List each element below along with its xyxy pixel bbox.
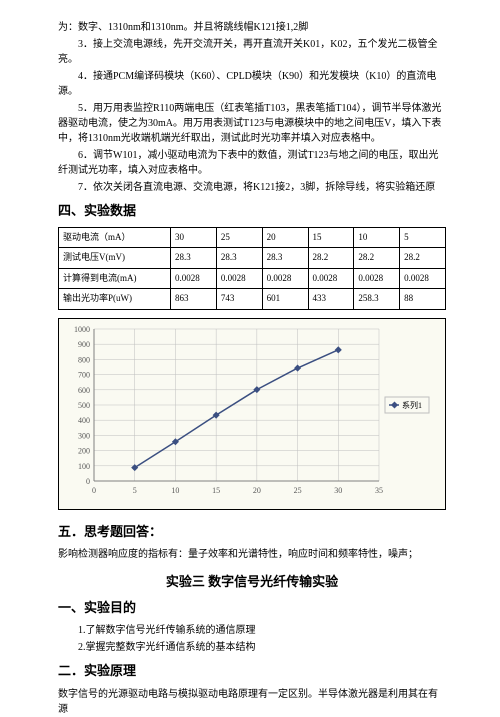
cell: 10 bbox=[354, 227, 400, 248]
cell: 0.0028 bbox=[354, 268, 400, 289]
svg-text:700: 700 bbox=[78, 370, 90, 379]
data-table: 驱动电流（mA） 30 25 20 15 10 5 测试电压V(mV) 28.3… bbox=[58, 227, 446, 310]
cell: 0.0028 bbox=[400, 268, 446, 289]
intro-line: 7．依次关闭各直流电源、交流电源，将K121接2，3脚，拆除导线，将实验箱还原 bbox=[58, 180, 446, 195]
svg-text:系列1: 系列1 bbox=[402, 400, 422, 410]
cell: 25 bbox=[216, 227, 262, 248]
cell: 743 bbox=[216, 289, 262, 310]
svg-text:100: 100 bbox=[78, 461, 90, 470]
svg-text:0: 0 bbox=[92, 486, 96, 495]
section5-text: 影响检测器响应度的指标有：量子效率和光谱特性，响应时间和频率特性，噪声； bbox=[58, 547, 446, 562]
svg-text:5: 5 bbox=[133, 486, 137, 495]
cell: 433 bbox=[308, 289, 354, 310]
section5-title: 五．思考题回答： bbox=[58, 522, 446, 542]
cell: 15 bbox=[308, 227, 354, 248]
svg-text:1000: 1000 bbox=[74, 325, 90, 334]
cell: 88 bbox=[400, 289, 446, 310]
cell: 计算得到电流(mA) bbox=[59, 268, 171, 289]
intro-line: 5．用万用表监控R110两端电压（红表笔插T103，黑表笔插T104），调节半导… bbox=[58, 101, 446, 146]
svg-text:800: 800 bbox=[78, 355, 90, 364]
intro-line: 4．接通PCM编译码模块（K60）、CPLD模块（K90）和光发模块（K10）的… bbox=[58, 69, 446, 99]
cell: 863 bbox=[171, 289, 217, 310]
cell: 28.2 bbox=[308, 248, 354, 269]
table-row: 测试电压V(mV) 28.3 28.3 28.3 28.2 28.2 28.2 bbox=[59, 248, 446, 269]
svg-text:35: 35 bbox=[375, 486, 383, 495]
cell: 601 bbox=[262, 289, 308, 310]
cell: 28.2 bbox=[400, 248, 446, 269]
cell: 0.0028 bbox=[262, 268, 308, 289]
svg-text:300: 300 bbox=[78, 431, 90, 440]
purpose-title: 一、实验目的 bbox=[58, 598, 446, 618]
intro-line: 6．调节W101，减小驱动电流为下表中的数值，测试T123与地之间的电压，取出光… bbox=[58, 148, 446, 178]
svg-text:10: 10 bbox=[171, 486, 179, 495]
cell: 28.2 bbox=[354, 248, 400, 269]
cell: 30 bbox=[171, 227, 217, 248]
cell: 0.0028 bbox=[308, 268, 354, 289]
svg-text:200: 200 bbox=[78, 446, 90, 455]
intro-line: 3．接上交流电源线，先开交流开关，再开直流开关K01，K02，五个发光二极管全亮… bbox=[58, 37, 446, 67]
cell: 0.0028 bbox=[171, 268, 217, 289]
chart-svg: 0 100 200 300 400 500 600 700 800 900 1000 0 5 10 15 20… bbox=[64, 324, 434, 499]
svg-text:25: 25 bbox=[294, 486, 302, 495]
line-chart: 0 100 200 300 400 500 600 700 800 900 1000 0 5 10 15 20… bbox=[58, 318, 446, 510]
cell: 28.3 bbox=[262, 248, 308, 269]
cell: 20 bbox=[262, 227, 308, 248]
svg-text:0: 0 bbox=[86, 477, 90, 486]
cell: 测试电压V(mV) bbox=[59, 248, 171, 269]
table-row: 计算得到电流(mA) 0.0028 0.0028 0.0028 0.0028 0… bbox=[59, 268, 446, 289]
cell: 28.3 bbox=[216, 248, 262, 269]
svg-text:900: 900 bbox=[78, 340, 90, 349]
cell: 0.0028 bbox=[216, 268, 262, 289]
table-row: 驱动电流（mA） 30 25 20 15 10 5 bbox=[59, 227, 446, 248]
svg-text:500: 500 bbox=[78, 401, 90, 410]
principle-text: 数字信号的光源驱动电路与模拟驱动电路原理有一定区别。半导体激光器是利用其在有源 bbox=[58, 687, 446, 717]
cell: 258.3 bbox=[354, 289, 400, 310]
section4-title: 四、实验数据 bbox=[58, 201, 446, 221]
cell: 驱动电流（mA） bbox=[59, 227, 171, 248]
table-row: 输出光功率P(uW) 863 743 601 433 258.3 88 bbox=[59, 289, 446, 310]
svg-text:15: 15 bbox=[212, 486, 220, 495]
cell: 28.3 bbox=[171, 248, 217, 269]
purpose-item: 1.了解数字信号光纤传输系统的通信原理 bbox=[58, 623, 446, 638]
experiment3-title: 实验三 数字信号光纤传输实验 bbox=[58, 572, 446, 592]
svg-text:30: 30 bbox=[334, 486, 342, 495]
svg-text:400: 400 bbox=[78, 416, 90, 425]
intro-line: 为：数字、1310nm和1310nm。并且将跳线帽K121接1,2脚 bbox=[58, 20, 446, 35]
cell: 输出光功率P(uW) bbox=[59, 289, 171, 310]
svg-text:600: 600 bbox=[78, 385, 90, 394]
purpose-item: 2.掌握完整数字光纤通信系统的基本结构 bbox=[58, 640, 446, 655]
intro-text: 为：数字、1310nm和1310nm。并且将跳线帽K121接1,2脚 3．接上交… bbox=[58, 20, 446, 195]
cell: 5 bbox=[400, 227, 446, 248]
svg-text:20: 20 bbox=[253, 486, 261, 495]
principle-title: 二．实验原理 bbox=[58, 661, 446, 681]
